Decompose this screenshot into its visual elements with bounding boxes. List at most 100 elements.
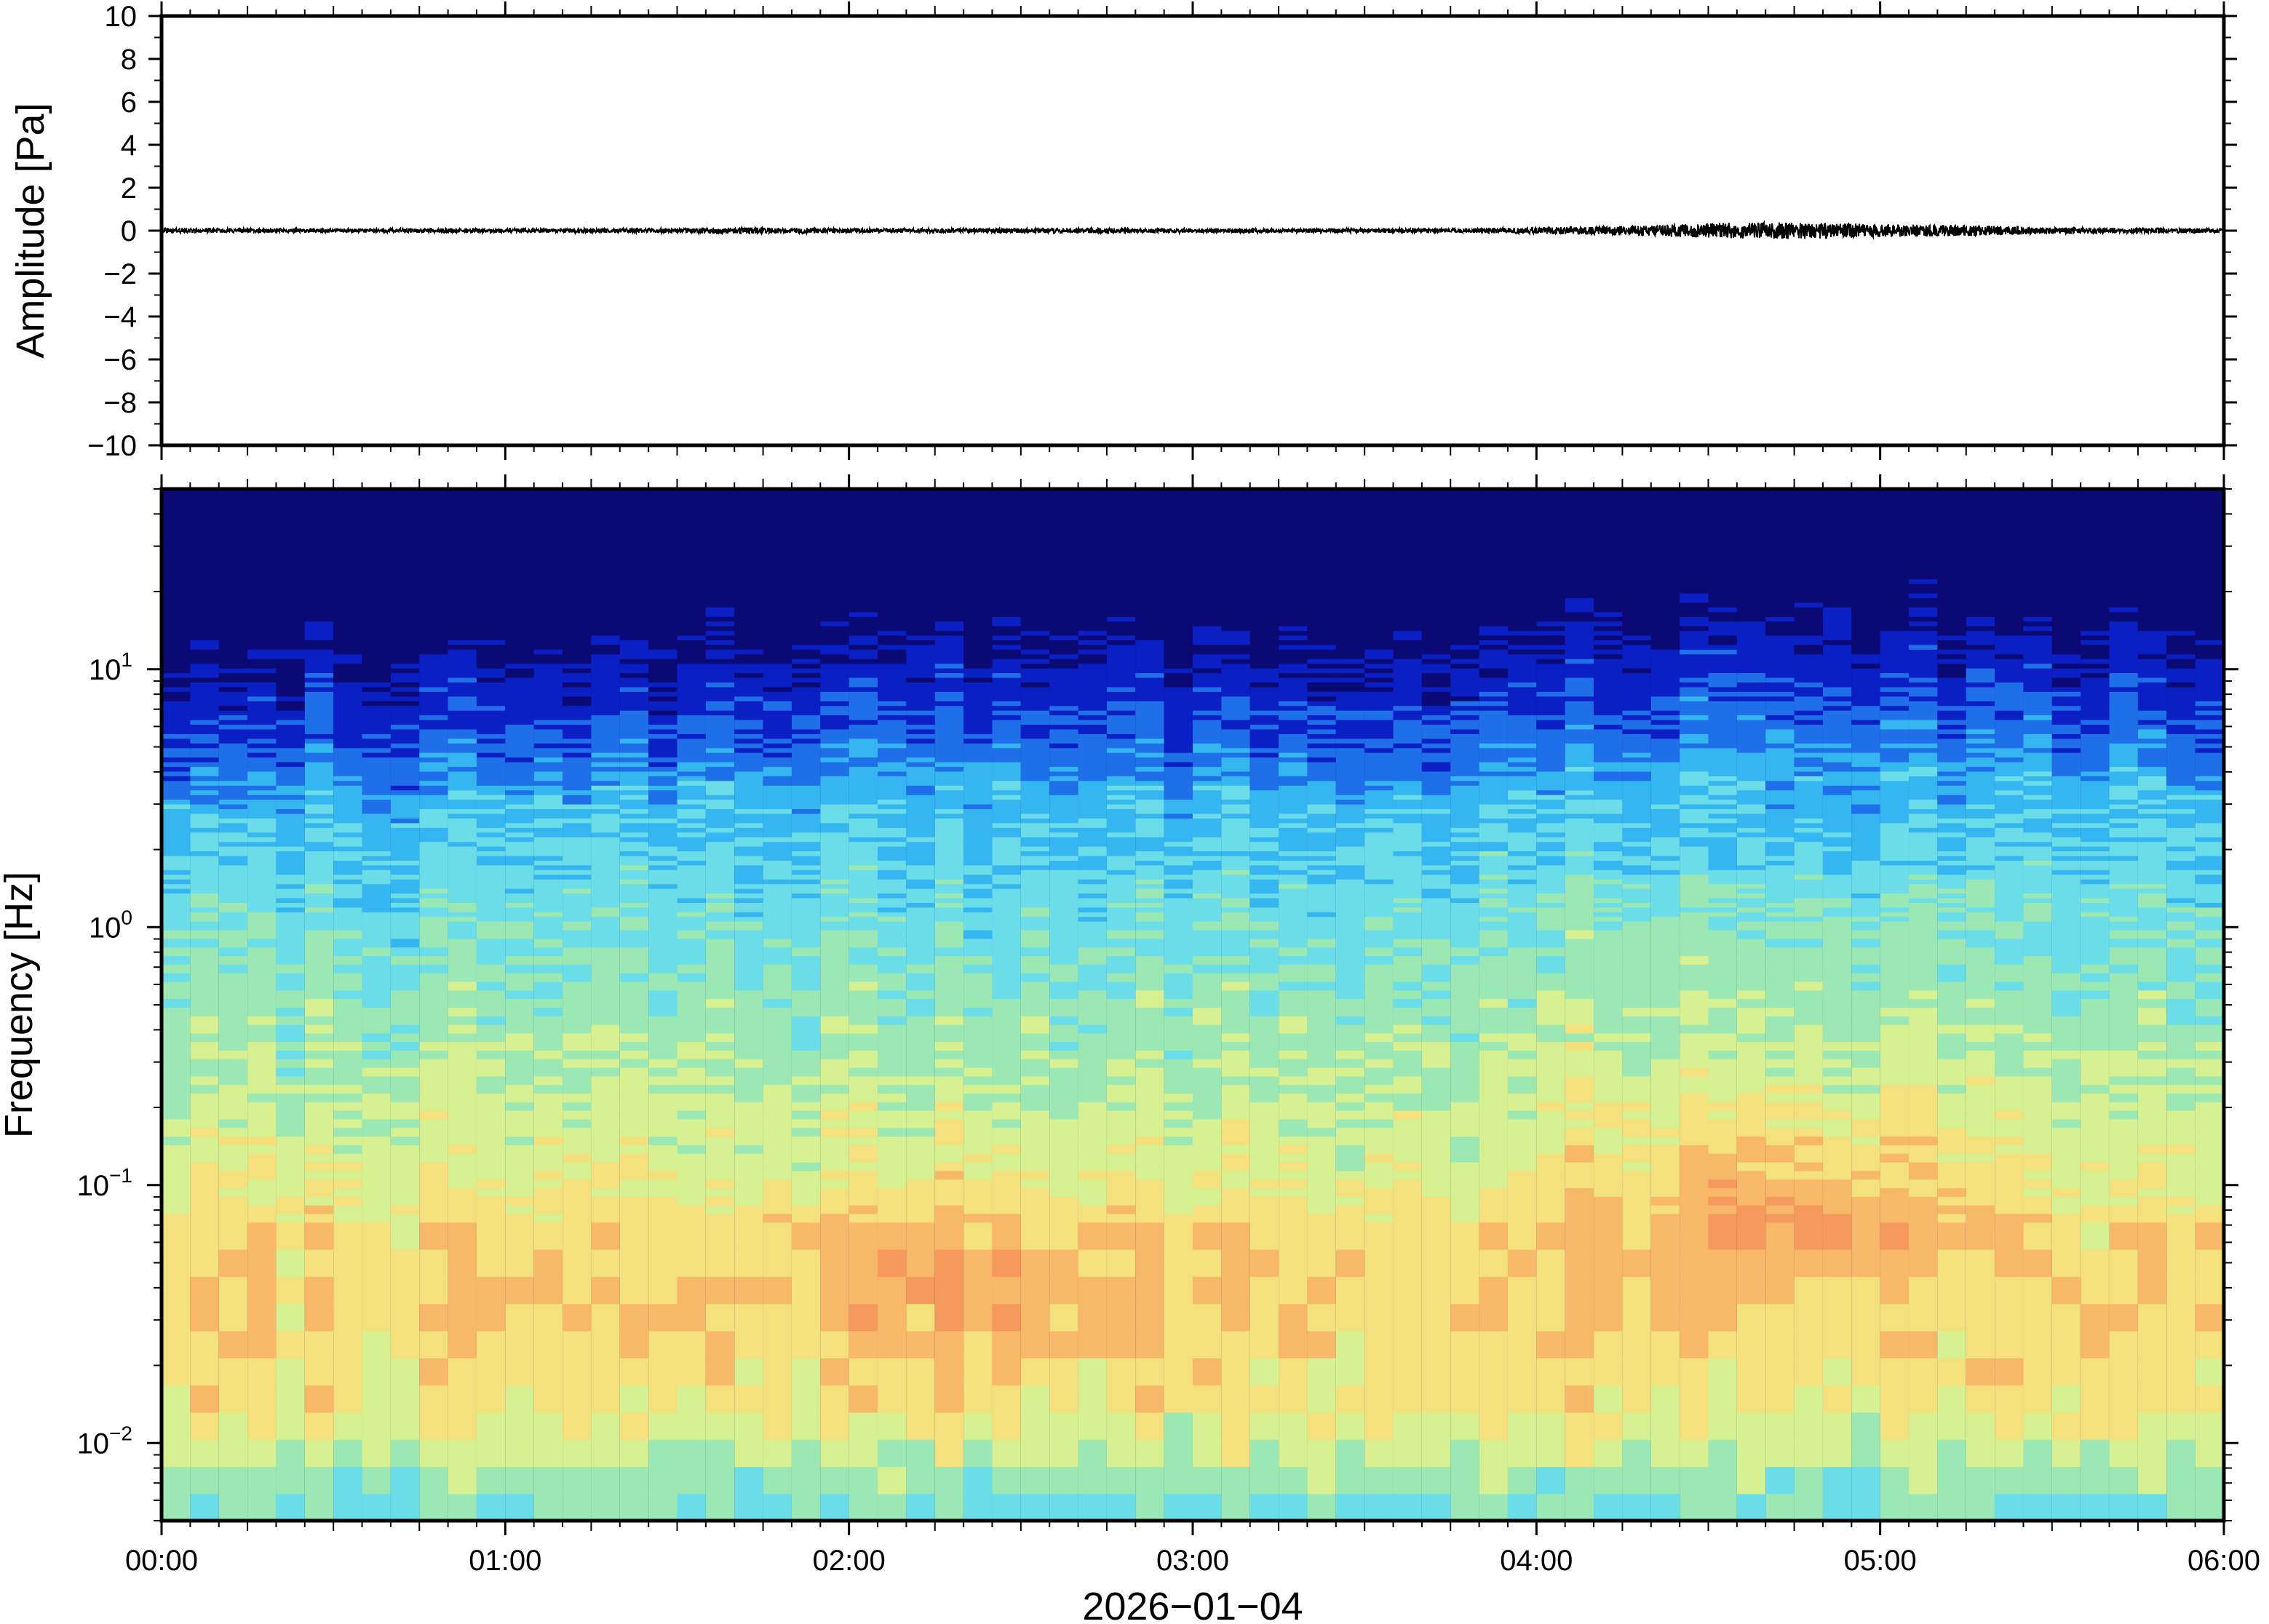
- spectrogram-cell: [162, 701, 191, 706]
- spectrogram-cell: [963, 1127, 993, 1137]
- spectrogram-cell: [763, 818, 792, 824]
- spectrogram-cell: [304, 691, 335, 697]
- spectrogram-cell: [448, 888, 477, 894]
- spectrogram-cell: [677, 565, 707, 570]
- spectrogram-cell: [1193, 1015, 1223, 1025]
- spectrogram-cell: [1106, 658, 1137, 664]
- spectrogram-cell: [190, 592, 220, 599]
- spectrogram-cell: [1164, 938, 1193, 948]
- spectrogram-cell: [1020, 845, 1051, 852]
- spectrogram-cell: [276, 1007, 306, 1016]
- spectrogram-cell: [276, 789, 306, 795]
- spectrogram-cell: [820, 878, 850, 885]
- spectrogram-cell: [304, 555, 335, 561]
- spectrogram-cell: [677, 738, 707, 744]
- spectrogram-cell: [677, 818, 707, 824]
- spectrogram-cell: [763, 912, 792, 918]
- spectrogram-cell: [1078, 827, 1108, 833]
- spectrogram-cell: [705, 653, 736, 659]
- spectrogram-cell: [162, 1067, 191, 1077]
- spectrogram-cell: [304, 583, 335, 589]
- spectrogram-cell: [333, 691, 363, 697]
- spectrogram-cell: [505, 1059, 535, 1068]
- spectrogram-cell: [1049, 845, 1079, 852]
- spectrogram-cell: [1221, 938, 1251, 948]
- spectrogram-cell: [820, 864, 850, 870]
- spectrogram-cell: [992, 1145, 1022, 1154]
- spectrogram-cell: [533, 625, 564, 632]
- spectrogram-cell: [1049, 794, 1079, 800]
- spectrogram-cell: [677, 733, 707, 739]
- spectrogram-cell: [791, 851, 822, 856]
- spectrogram-cell: [218, 634, 249, 641]
- spectrogram-cell: [963, 667, 993, 674]
- spectrogram-cell: [619, 555, 650, 561]
- spectrogram-cell: [1106, 822, 1137, 828]
- spectrogram-cell: [1049, 1204, 1079, 1214]
- spectrogram-cell: [934, 550, 965, 556]
- spectrogram-cell: [218, 972, 249, 982]
- spectrogram-cell: [1193, 658, 1223, 664]
- spectrogram-cell: [162, 803, 191, 810]
- spectrogram-cell: [190, 621, 220, 626]
- spectrogram-cell: [1106, 1145, 1137, 1154]
- spectrogram-cell: [963, 776, 993, 781]
- spectrogram-cell: [362, 990, 392, 1000]
- spectrogram-cell: [563, 902, 592, 908]
- spectrogram-cell: [505, 630, 535, 636]
- spectrogram-cell: [1020, 1412, 1051, 1440]
- spectrogram-cell: [1106, 1187, 1137, 1197]
- spectrogram-cell: [791, 611, 822, 617]
- spectrogram-cell: [333, 1110, 363, 1120]
- spectrogram-cell: [763, 724, 792, 730]
- spectrogram-cell: [1193, 851, 1223, 856]
- spectrogram-cell: [1020, 644, 1051, 650]
- spectrogram-cell: [906, 1187, 936, 1197]
- spectrogram-cell: [791, 1204, 822, 1214]
- spectrogram-cell: [591, 550, 621, 556]
- spectrogram-cell: [677, 972, 707, 982]
- spectrogram-cell: [1106, 1330, 1137, 1358]
- spectrogram-cell: [190, 724, 220, 730]
- spectrogram-cell: [878, 813, 907, 819]
- spectrogram-cell: [906, 836, 936, 843]
- spectrogram-cell: [705, 733, 736, 739]
- spectrogram-cell: [648, 682, 678, 688]
- spectrogram-cell: [390, 573, 421, 580]
- spectrogram-cell: [476, 1439, 506, 1468]
- spectrogram-cell: [1193, 864, 1223, 870]
- spectrogram-cell: [878, 724, 907, 730]
- spectrogram-cell: [390, 709, 421, 716]
- spectrogram-cell: [934, 808, 965, 814]
- spectrogram-cell: [648, 902, 678, 908]
- spectrogram-cell: [333, 832, 363, 837]
- spectrogram-cell: [1106, 653, 1137, 659]
- spectrogram-cell: [878, 550, 907, 556]
- spectrogram-cell: [648, 1222, 678, 1250]
- spectrogram-cell: [591, 766, 621, 772]
- spectrogram-cell: [247, 607, 277, 613]
- spectrogram-cell: [190, 888, 220, 894]
- spectrogram-cell: [476, 607, 506, 613]
- spectrogram-cell: [820, 1102, 850, 1111]
- spectrogram-cell: [1049, 799, 1079, 805]
- spectrogram-cell: [333, 845, 363, 852]
- spectrogram-cell: [1078, 1102, 1108, 1111]
- spectrogram-cell: [849, 569, 879, 575]
- spectrogram-cell: [791, 565, 822, 570]
- spectrogram-cell: [533, 912, 564, 918]
- spectrogram-cell: [276, 578, 306, 584]
- spectrogram-cell: [162, 696, 191, 701]
- spectrogram-cell: [619, 1466, 650, 1494]
- spectrogram-cell: [448, 822, 477, 828]
- spectrogram-cell: [448, 640, 477, 645]
- spectrogram-cell: [1106, 715, 1137, 720]
- spectrogram-cell: [419, 1213, 449, 1223]
- spectrogram-cell: [333, 1330, 363, 1358]
- spectrogram-cell: [878, 569, 907, 575]
- spectrogram-cell: [849, 555, 879, 561]
- spectrogram-cell: [448, 724, 477, 730]
- spectrogram-cell: [476, 1041, 506, 1051]
- spectrogram-cell: [648, 728, 678, 734]
- spectrogram-cell: [1078, 573, 1108, 580]
